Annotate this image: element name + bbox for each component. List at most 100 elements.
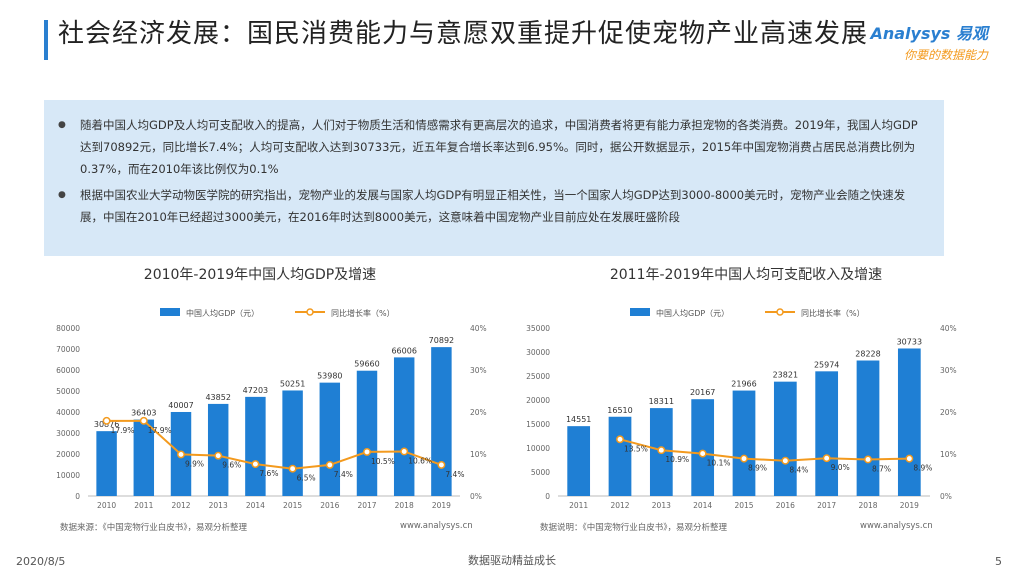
y2-tick-label: 40%: [470, 324, 487, 333]
growth-point: [905, 454, 914, 463]
bar: [856, 360, 880, 496]
bar: [608, 416, 632, 496]
bar-value-label: 25974: [814, 360, 839, 369]
y-tick-label: 15000: [526, 420, 550, 429]
growth-value-label: 8.9%: [913, 464, 932, 473]
y-tick-label: 35000: [526, 324, 550, 333]
legend-bar-swatch: [160, 308, 180, 316]
x-tick-label: 2015: [734, 501, 753, 510]
site-gdp: www.analysys.cn: [400, 521, 473, 531]
growth-point: [698, 449, 707, 458]
growth-value-label: 9.6%: [222, 461, 241, 470]
bar: [282, 390, 303, 496]
x-tick-label: 2017: [817, 501, 836, 510]
x-tick-label: 2016: [320, 501, 339, 510]
y-tick-label: 0: [545, 492, 550, 501]
x-tick-label: 2012: [610, 501, 629, 510]
bar: [245, 396, 266, 496]
y-tick-label: 10000: [526, 444, 550, 453]
bar: [431, 347, 452, 496]
bar: [207, 403, 229, 496]
bar-value-label: 43852: [205, 393, 230, 402]
y2-tick-label: 10%: [470, 450, 487, 459]
bar-value-label: 30733: [897, 337, 922, 346]
y-tick-label: 10000: [56, 471, 80, 480]
x-tick-label: 2010: [97, 501, 116, 510]
analysys-logo: Analysys 易观 你要的数据能力: [870, 20, 988, 63]
legend-line-marker: [306, 308, 314, 316]
growth-point: [400, 447, 409, 456]
y-tick-label: 30000: [56, 429, 80, 438]
growth-line: [106, 419, 442, 470]
bar-value-label: 53980: [317, 372, 342, 381]
bar: [732, 390, 756, 496]
growth-value-label: 17.9%: [148, 426, 172, 435]
bar-value-label: 20167: [690, 388, 715, 397]
chart-title-income: 2011年-2019年中国人均可支配收入及增速: [609, 267, 883, 283]
growth-value-label: 17.9%: [111, 426, 135, 435]
bar: [96, 431, 117, 496]
legend-bar-swatch: [630, 308, 650, 316]
x-tick-label: 2014: [693, 501, 712, 510]
growth-point: [214, 451, 223, 460]
bar: [356, 370, 378, 496]
gdp-chart: 中国人均GDP（元） 同比增长率（%） 0 10000 20000 30000 40000 5…: [56, 308, 487, 510]
page-number: 5: [995, 555, 1002, 568]
y-tick-label: 5000: [531, 468, 550, 477]
y-tick-label: 60000: [56, 366, 80, 375]
bar-value-label: 70892: [429, 336, 454, 345]
x-tick-label: 2012: [171, 501, 190, 510]
y-tick-label: 20000: [526, 396, 550, 405]
growth-value-label: 9.9%: [185, 459, 204, 468]
logo-slogan: 你要的数据能力: [903, 48, 988, 62]
legend-line-marker: [776, 308, 784, 316]
y2-tick-label: 0%: [940, 492, 952, 501]
y-tick-label: 50000: [56, 387, 80, 396]
growth-line: [619, 438, 910, 462]
bar-value-label: 47203: [243, 386, 268, 395]
growth-value-label: 13.5%: [624, 444, 648, 453]
bar: [691, 399, 715, 496]
logo-brand: Analysys 易观: [870, 24, 988, 43]
bar-value-label: 21966: [731, 380, 756, 389]
x-tick-label: 2019: [432, 501, 451, 510]
growth-value-label: 8.4%: [789, 466, 808, 475]
bar: [319, 382, 341, 496]
y2-tick-label: 0%: [470, 492, 482, 501]
bar-value-label: 40007: [168, 401, 193, 410]
growth-value-label: 9.0%: [831, 463, 850, 472]
growth-point: [657, 446, 666, 455]
growth-point: [288, 464, 297, 473]
bar: [393, 357, 415, 496]
site-income: www.analysys.cn: [860, 521, 933, 531]
y-tick-label: 80000: [56, 324, 80, 333]
growth-point: [864, 455, 872, 464]
growth-value-label: 6.5%: [297, 474, 316, 483]
growth-point: [822, 454, 831, 463]
info-bullet-2: 根据中国农业大学动物医学院的研究指出，宠物产业的发展与国家人均GDP有明显正相关…: [58, 184, 922, 228]
growth-point: [740, 454, 748, 463]
growth-value-label: 7.6%: [259, 469, 278, 478]
x-tick-label: 2015: [283, 501, 302, 510]
x-tick-label: 2014: [246, 501, 265, 510]
x-tick-label: 2011: [569, 501, 588, 510]
bar: [773, 381, 797, 496]
growth-point: [363, 447, 371, 456]
footer-slogan: 数据驱动精益成长: [468, 554, 556, 567]
bar-value-label: 14551: [566, 415, 591, 424]
y2-tick-label: 40%: [940, 324, 957, 333]
footer-date: 2020/8/5: [16, 555, 66, 568]
income-chart: 中国人均GDP（元） 同比增长率（%） 0 5000 10000 15000 20000 25…: [526, 308, 957, 510]
y-tick-label: 20000: [56, 450, 80, 459]
growth-value-label: 7.4%: [334, 470, 353, 479]
growth-point: [781, 456, 790, 465]
source-note-income: 数据说明：《中国宠物行业白皮书》，易观分析整理: [540, 523, 728, 533]
growth-value-label: 10.5%: [371, 457, 395, 466]
y2-tick-label: 20%: [470, 408, 487, 417]
growth-point: [325, 460, 334, 469]
bar: [133, 419, 155, 496]
growth-point: [251, 460, 260, 469]
title-accent-bar: [44, 20, 48, 60]
growth-value-label: 10.1%: [707, 459, 731, 468]
bar: [567, 426, 591, 496]
